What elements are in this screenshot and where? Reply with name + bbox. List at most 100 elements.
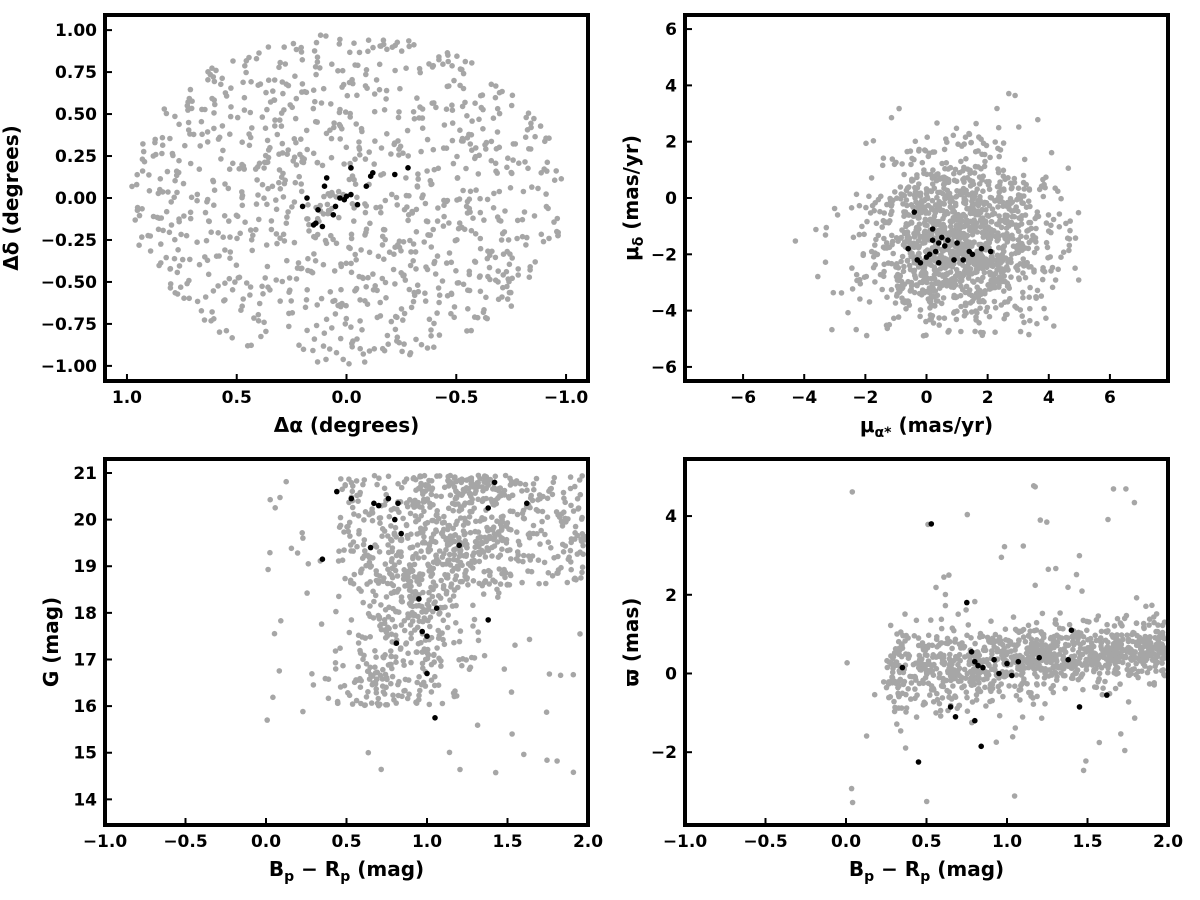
- field-star-point: [1065, 165, 1072, 171]
- field-star-point: [499, 230, 506, 237]
- field-star-point: [510, 157, 516, 163]
- field-star-point: [937, 176, 943, 182]
- member-star-point: [304, 195, 310, 201]
- field-star-point: [924, 236, 931, 243]
- field-star-point: [413, 206, 420, 213]
- field-star-point: [1008, 251, 1015, 258]
- field-star-point: [453, 268, 459, 274]
- field-star-point: [530, 481, 537, 487]
- field-star-point: [384, 131, 390, 137]
- field-star-point: [494, 214, 501, 220]
- field-star-point: [893, 293, 900, 299]
- field-star-point: [397, 85, 403, 92]
- field-star-point: [490, 524, 497, 530]
- field-star-point: [476, 580, 483, 587]
- field-star-point: [357, 647, 363, 654]
- member-star-point: [972, 658, 978, 665]
- field-star-point: [1045, 228, 1052, 234]
- field-star-point: [899, 191, 906, 198]
- field-star-point: [505, 237, 512, 243]
- field-star-point: [1114, 665, 1121, 671]
- field-star-point: [1123, 612, 1130, 619]
- field-star-point: [941, 574, 947, 580]
- field-star-point: [373, 544, 380, 550]
- field-star-point: [889, 241, 895, 248]
- field-star-point: [332, 311, 339, 317]
- field-star-point: [388, 653, 395, 660]
- field-star-point: [1043, 315, 1049, 322]
- field-star-point: [1032, 666, 1038, 672]
- field-star-point: [318, 295, 325, 302]
- field-star-point: [172, 177, 178, 184]
- field-star-point: [388, 581, 395, 587]
- field-star-point: [1105, 659, 1112, 665]
- field-star-point: [161, 106, 168, 112]
- field-star-point: [892, 650, 899, 656]
- field-star-point: [459, 477, 466, 483]
- field-star-point: [488, 81, 495, 88]
- field-star-point: [471, 550, 477, 556]
- field-star-point: [1133, 620, 1140, 627]
- field-star-point: [305, 267, 311, 274]
- x-tick-label: 0: [921, 388, 933, 408]
- field-star-point: [439, 529, 446, 536]
- field-star-point: [1030, 695, 1036, 701]
- field-star-point: [196, 166, 203, 172]
- x-tick-label: 1.0: [412, 832, 442, 852]
- field-star-point: [400, 515, 406, 522]
- field-star-point: [382, 561, 389, 567]
- field-star-point: [891, 315, 897, 322]
- field-star-point: [520, 188, 527, 195]
- field-star-point: [233, 212, 240, 219]
- field-star-point: [916, 680, 923, 687]
- field-star-point: [406, 691, 412, 697]
- y-tick-label: 0.25: [55, 147, 97, 167]
- field-star-point: [523, 114, 529, 121]
- field-star-point: [934, 634, 940, 640]
- field-star-point: [347, 160, 353, 167]
- field-star-point: [1080, 686, 1086, 693]
- field-star-point: [1141, 625, 1147, 632]
- field-star-point: [845, 309, 851, 316]
- field-star-point: [496, 566, 503, 572]
- field-star-point: [977, 199, 983, 205]
- field-star-point: [405, 614, 411, 621]
- field-star-point: [572, 536, 578, 542]
- field-star-point: [1017, 697, 1023, 703]
- field-star-point: [464, 328, 470, 334]
- field-star-point: [408, 659, 414, 666]
- field-star-point: [532, 259, 538, 265]
- field-star-point: [448, 581, 455, 587]
- field-star-point: [456, 657, 462, 663]
- field-star-point: [978, 278, 984, 285]
- field-star-point: [879, 286, 885, 293]
- field-star-point: [872, 200, 878, 206]
- field-star-point: [254, 177, 260, 183]
- field-star-point: [480, 126, 486, 132]
- member-star-point: [370, 170, 376, 176]
- field-star-point: [492, 769, 499, 776]
- field-star-point: [353, 121, 360, 127]
- field-star-point: [848, 205, 855, 211]
- field-star-point: [342, 575, 348, 582]
- field-star-point: [167, 281, 174, 287]
- field-star-point: [1060, 249, 1067, 255]
- field-star-point: [527, 267, 533, 273]
- field-star-point: [979, 151, 985, 158]
- field-star-point: [1154, 646, 1161, 653]
- field-star-point: [263, 89, 269, 96]
- field-star-point: [880, 155, 887, 161]
- field-star-point: [504, 582, 511, 588]
- field-star-point: [440, 582, 447, 589]
- field-star-point: [1053, 565, 1059, 572]
- field-star-point: [454, 197, 460, 203]
- field-star-point: [577, 549, 583, 555]
- field-star-point: [953, 316, 960, 323]
- field-star-point: [538, 231, 545, 238]
- field-star-point: [264, 717, 271, 723]
- field-star-point: [333, 349, 340, 356]
- field-star-point: [401, 310, 408, 317]
- field-star-point: [402, 277, 409, 283]
- field-star-point: [981, 299, 987, 305]
- member-star-point: [1004, 660, 1010, 667]
